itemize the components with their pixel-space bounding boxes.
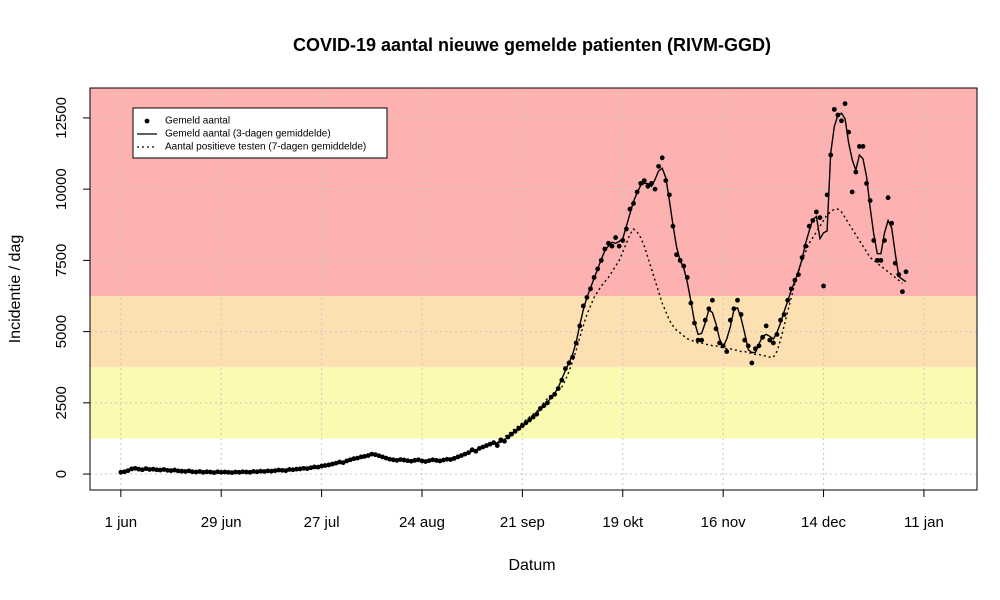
y-axis-label: Incidentie / dag [7, 235, 24, 344]
risk-band [90, 367, 977, 439]
data-point [613, 235, 619, 240]
data-point [710, 297, 715, 303]
data-point [767, 337, 773, 343]
x-axis-label: Datum [508, 557, 555, 574]
chart-title: COVID-19 aantal nieuwe gemelde patienten… [293, 35, 771, 55]
series [120, 112, 907, 473]
data-point [770, 340, 776, 346]
x-tick-label: 29 jun [201, 514, 242, 531]
legend-label: Aantal positieve testen (7-dagen gemidde… [165, 142, 366, 153]
x-tick-label: 16 nov [701, 514, 747, 531]
risk-band [90, 295, 977, 368]
data-point [695, 337, 701, 343]
data-point [616, 243, 622, 249]
y-tick-label: 12500 [53, 97, 70, 139]
legend-box [132, 107, 388, 159]
data-point [724, 349, 730, 354]
data-point [839, 118, 844, 124]
data-point [821, 283, 826, 289]
data-point [494, 443, 500, 448]
data-point [903, 269, 909, 275]
x-tick-label: 11 jan [904, 514, 944, 531]
data-point [842, 101, 848, 107]
legend-label: Gemeld aantal [165, 116, 230, 127]
plot-frame [89, 87, 978, 491]
data-point [860, 144, 866, 149]
y-tick-label: 7500 [53, 244, 70, 277]
y-tick-label: 0 [53, 470, 70, 478]
data-point [878, 257, 884, 263]
legend-symbol [144, 118, 150, 124]
legend: Gemeld aantal Gemeld aantal (3-dagen gemi… [132, 107, 388, 159]
data-point [749, 360, 755, 366]
x-tick-label: 19 okt [602, 514, 644, 531]
x-tick-label: 1 jun [105, 514, 138, 531]
data-point [731, 306, 737, 312]
data-point [813, 209, 819, 215]
data-point [763, 323, 769, 329]
x-tick-label: 21 sep [500, 514, 545, 531]
data-point [656, 163, 662, 169]
x-tick-label: 14 dec [801, 514, 847, 531]
x-tick-label: 27 jul [304, 514, 340, 531]
data-point [831, 106, 837, 112]
data-point [609, 243, 615, 249]
data-point [735, 297, 740, 303]
y-tick-label: 2500 [53, 386, 70, 419]
axes: 0 2500 5000 7500 10000 12500 1 jun 29 jun 27 jul… [53, 87, 978, 531]
data-point [699, 337, 705, 343]
y-tick-label: 5000 [53, 315, 70, 348]
data-point [849, 189, 855, 195]
data-point [659, 155, 665, 161]
data-point [857, 144, 862, 149]
data-point [817, 215, 823, 221]
x-tick-label: 24 aug [399, 514, 445, 531]
series-line [120, 112, 907, 473]
data-point [652, 186, 658, 192]
data-point [641, 178, 647, 183]
data-point [885, 195, 891, 201]
data-point [900, 289, 905, 295]
y-tick-label: 10000 [53, 168, 70, 210]
legend-label: Gemeld aantal (3-dagen gemiddelde) [165, 129, 331, 140]
